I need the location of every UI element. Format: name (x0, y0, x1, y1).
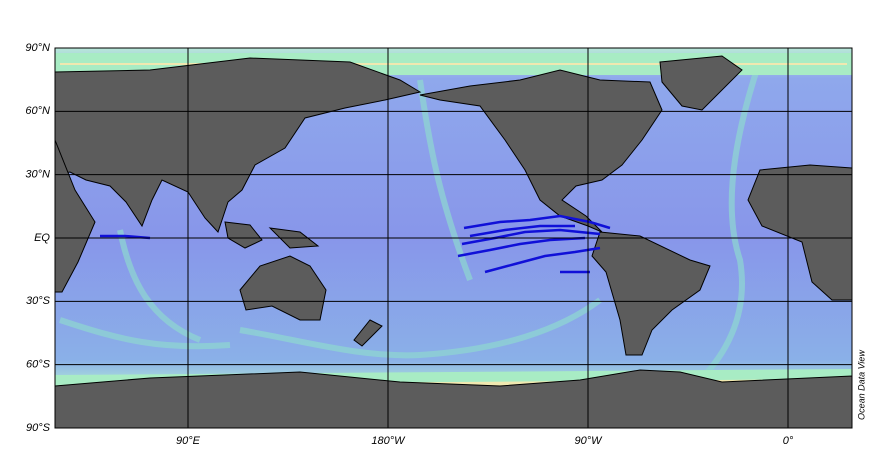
latitude-label: 90°N (25, 42, 50, 54)
latitude-label: 60°S (26, 359, 51, 371)
africa-east (55, 139, 96, 293)
latitude-label: 60°N (25, 105, 50, 117)
longitude-label: 0° (783, 435, 794, 447)
south-america (591, 231, 711, 356)
latitude-label: 30°N (25, 169, 50, 181)
credit: Ocean Data View (856, 350, 866, 420)
tracks (100, 214, 611, 274)
new-zealand (353, 319, 383, 347)
latitude-label: 90°S (26, 422, 51, 434)
indonesia (224, 221, 320, 249)
africa-west (747, 164, 852, 301)
latitude-label: 30°S (26, 295, 51, 307)
graticule (55, 48, 852, 428)
map-frame (54, 47, 853, 429)
longitude-label: 90°E (176, 435, 201, 447)
labels: 90°N 60°N 30°N EQ 30°S 60°S 90°S 90°E 180°W 90°W 0… (25, 42, 793, 447)
eurasia (55, 57, 422, 233)
australia (239, 255, 327, 321)
greenland (659, 55, 743, 111)
antarctica (55, 369, 852, 428)
land (55, 55, 852, 428)
north-america (419, 69, 663, 233)
ocean-ridges (59, 59, 763, 383)
map-body (55, 48, 852, 428)
longitude-label: 90°W (574, 435, 603, 447)
latitude-label: EQ (34, 232, 50, 244)
longitude-label: 180°W (371, 435, 406, 447)
